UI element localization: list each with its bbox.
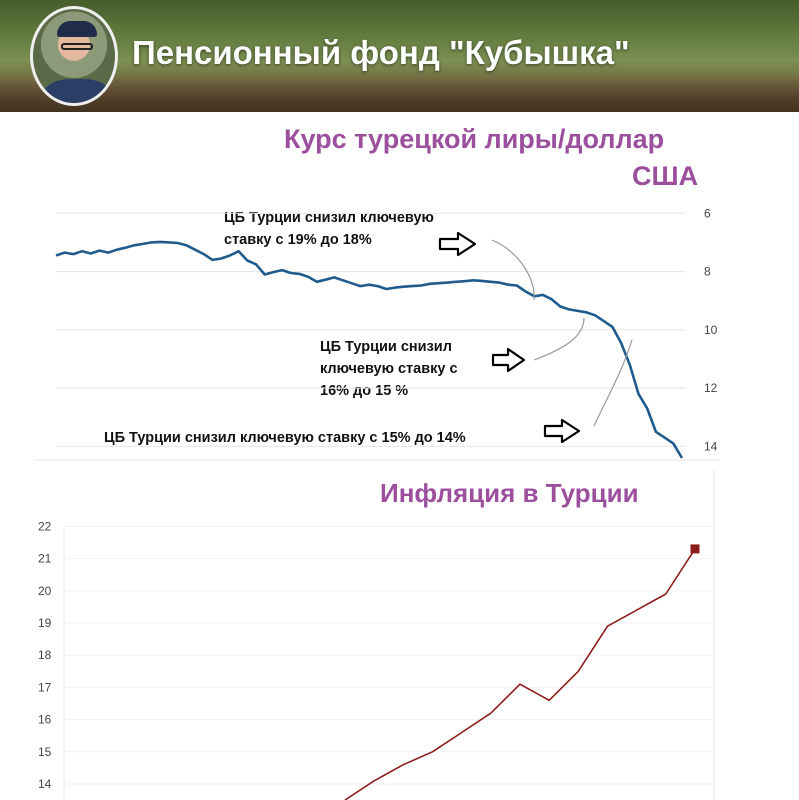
annotation-callouts [438,231,633,444]
inflation-y-tick-label: 20 [38,584,52,598]
annotation-rate-cut-1: ЦБ Турции снизил ключевую ставку с 19% д… [224,207,434,251]
inflation-y-tick-label: 15 [38,745,52,759]
banner-ground-background [0,78,799,112]
annotation-rate-cut-1-line-1: ЦБ Турции снизил ключевую [224,210,434,226]
annotation-rate-cut-3: ЦБ Турции снизил ключевую ставку с 15% д… [104,427,466,449]
inflation-chart-y-axis: 14 15 16 17 18 19 20 21 22 [38,519,52,791]
lira-y-tick-label: 8 [704,265,711,279]
inflation-y-tick-label: 16 [38,713,52,727]
avatar-glasses [61,43,93,50]
inflation-last-point-marker [690,544,700,554]
annotation-rate-cut-2-line-2: ключевую ставку с [320,361,458,377]
avatar-cap [57,21,97,37]
inflation-y-tick-label: 17 [38,680,52,694]
arrow-right-icon [543,418,581,444]
callout-curve-1 [491,239,535,301]
avatar-shirt [43,79,111,103]
channel-avatar[interactable] [30,6,118,106]
inflation-y-tick-label: 22 [38,519,52,533]
channel-banner: Пенсионный фонд "Кубышка" [0,0,799,112]
inflation-chart-title: Инфляция в Турции [380,478,639,508]
charts-panel [34,118,720,800]
lira-chart-title-line-1: Курс турецкой лиры/доллар [284,124,665,154]
lira-y-tick-label: 14 [704,439,718,453]
arrow-right-icon [438,231,477,257]
annotation-rate-cut-2-line-3: 16% до 15 % [320,383,409,399]
annotation-rate-cut-1-line-2: ставку с 19% до 18% [224,232,372,248]
inflation-y-tick-label: 19 [38,616,52,630]
annotation-rate-cut-2-line-1: ЦБ Турции снизил [320,339,452,355]
lira-chart-title-line-2: США [632,161,699,191]
inflation-y-tick-label: 21 [38,552,52,566]
banner-forest-background [0,0,799,60]
inflation-y-tick-label: 14 [38,777,52,791]
callout-curve-3 [593,339,633,427]
lira-y-tick-label: 12 [704,381,718,395]
inflation-y-tick-label: 18 [38,648,52,662]
annotation-rate-cut-2: ЦБ Турции снизил ключевую ставку с 16% д… [320,336,458,402]
lira-rate-series-line [55,240,684,459]
callout-curve-2 [533,317,585,361]
annotation-rate-cut-3-line-1: ЦБ Турции снизил ключевую ставку с 15% д… [104,430,466,446]
inflation-chart-grid [64,525,714,785]
inflation-series-line [344,548,696,800]
lira-y-tick-label: 10 [704,323,718,337]
channel-title[interactable]: Пенсионный фонд "Кубышка" [132,34,630,71]
arrow-right-icon [491,347,526,373]
lira-y-tick-label: 6 [704,206,711,220]
lira-chart-y-axis: 6 8 10 12 14 [704,206,718,453]
lira-chart-grid [56,212,686,447]
